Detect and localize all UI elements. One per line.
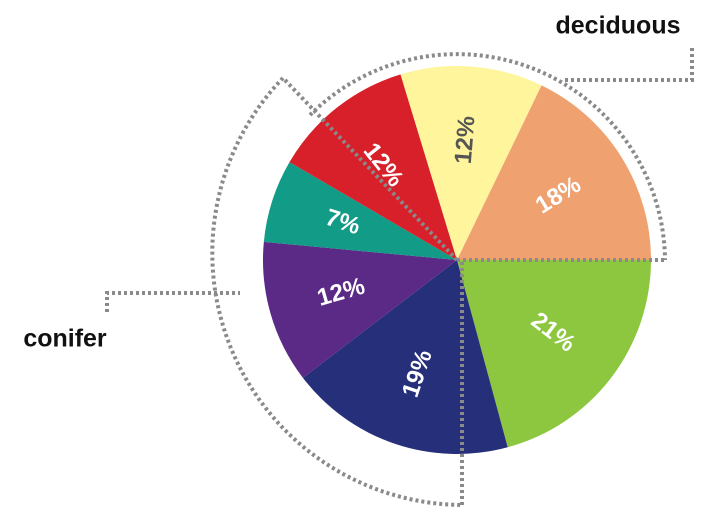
brackets [105,45,694,507]
annotation: deciduous [555,12,680,40]
deciduous-bracket-arc [308,52,667,261]
pie: 21%19%12%7%12% 12%18% [263,66,651,454]
slice [400,66,542,260]
slice [263,162,457,260]
slice [263,241,457,378]
slice [302,260,508,454]
annotation: conifer [23,325,107,353]
deciduous-leader [565,45,694,82]
slice [457,260,651,448]
slice-label: 12% [450,115,481,165]
slice [457,85,651,261]
conifer-leader [105,291,240,312]
